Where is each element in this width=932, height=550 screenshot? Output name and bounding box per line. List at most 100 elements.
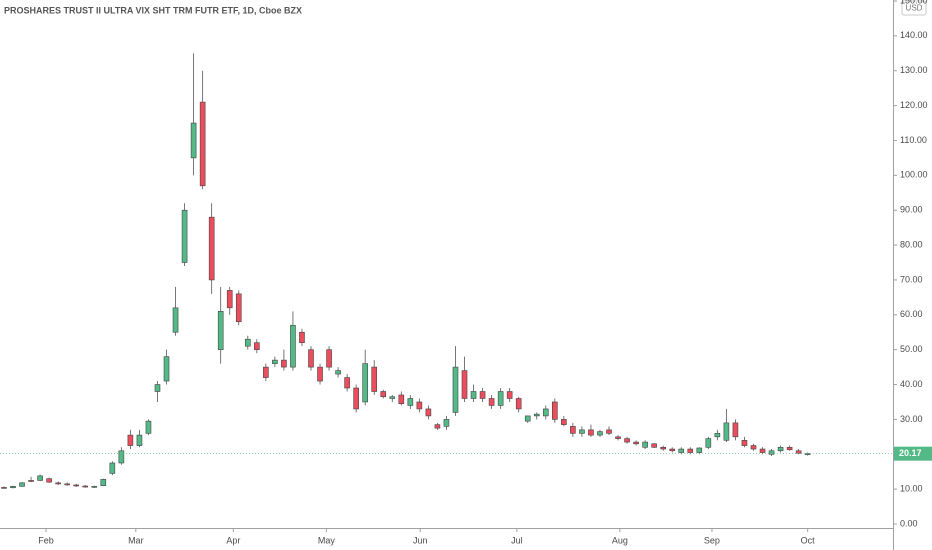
x-tick-label: Feb <box>38 535 54 545</box>
candle-body <box>82 485 89 488</box>
candle-body <box>335 370 341 375</box>
y-tick-label: 40.00 <box>900 379 923 389</box>
candle-body <box>497 391 504 406</box>
x-tick-label: Jul <box>511 535 523 545</box>
candle-body <box>642 441 648 448</box>
candle-body <box>561 419 567 425</box>
candle-body <box>416 401 423 410</box>
y-tick-label: 120.00 <box>900 100 928 110</box>
candle-body <box>181 209 188 263</box>
candle-body <box>461 370 468 399</box>
currency: USD <box>906 4 923 13</box>
candle-body <box>723 422 730 441</box>
candle-body <box>579 429 585 434</box>
candle-body <box>145 420 152 434</box>
candle-body <box>371 366 378 392</box>
candle-body <box>597 431 603 436</box>
y-tick-label: 70.00 <box>900 274 923 284</box>
candle-body <box>588 429 594 436</box>
candle-body <box>154 384 161 392</box>
candle-body <box>272 359 278 364</box>
candle-body <box>524 415 531 422</box>
candle-body <box>696 447 703 453</box>
x-tick-label: Mar <box>128 535 144 545</box>
y-tick-label: 50.00 <box>900 344 923 354</box>
candle-body <box>380 391 387 398</box>
y-tick-label: 140.00 <box>900 30 928 40</box>
candle-body <box>91 486 98 488</box>
candle-body <box>633 441 639 445</box>
chart-title: PROSHARES TRUST II ULTRA VIX SHT TRM FUT… <box>4 5 302 15</box>
y-tick-label: 10.00 <box>900 484 923 494</box>
candle-body <box>407 398 414 406</box>
candle-body <box>190 122 197 159</box>
candle-body <box>244 338 251 347</box>
y-tick-label: 60.00 <box>900 309 923 319</box>
candle-body <box>759 448 766 453</box>
candle-body <box>28 480 34 482</box>
candle-body <box>506 391 513 399</box>
x-tick-label: Oct <box>801 535 816 545</box>
last-price-badge <box>894 446 932 461</box>
candle-body <box>606 429 612 434</box>
candle-body <box>479 391 486 399</box>
candle-body <box>235 293 242 323</box>
candle-body <box>443 419 450 427</box>
candle-body <box>678 448 685 453</box>
candle-body <box>199 101 206 187</box>
currency-box <box>901 0 927 16</box>
candle-body <box>515 398 522 410</box>
candle-body <box>37 475 43 481</box>
candle-body <box>118 450 125 464</box>
candle-body <box>470 391 477 399</box>
candle-body <box>263 366 269 378</box>
candle-body <box>389 396 396 399</box>
candle-body <box>100 479 107 486</box>
y-tick-label: 80.00 <box>900 239 923 249</box>
y-tick-label: 150.00 <box>900 0 928 5</box>
candle-body <box>299 331 305 343</box>
candle-body <box>127 434 134 446</box>
candle-body <box>552 401 558 420</box>
x-tick-label: Apr <box>226 535 240 545</box>
candle-body <box>434 424 441 429</box>
candle-body <box>651 443 657 448</box>
candle-body <box>777 446 784 452</box>
candle-body <box>795 450 802 454</box>
x-tick-label: Aug <box>612 535 628 545</box>
y-tick-label: 0.00 <box>900 518 918 528</box>
candle-body <box>542 408 549 417</box>
candle-body <box>217 311 224 350</box>
y-tick-label: 30.00 <box>900 414 923 424</box>
candle-body <box>254 342 260 350</box>
candle-body <box>19 482 25 487</box>
candle-body <box>344 377 350 389</box>
y-tick-label: 90.00 <box>900 205 923 215</box>
candle-body <box>570 426 576 434</box>
y-tick-label: 130.00 <box>900 65 928 75</box>
candle-body <box>452 366 459 413</box>
candle-body <box>362 363 368 403</box>
candle-body <box>714 433 721 438</box>
candle-body <box>308 349 314 368</box>
candle-body <box>624 438 630 443</box>
candle-body <box>488 398 495 406</box>
candle-body <box>353 387 359 410</box>
x-tick-label: May <box>318 535 336 545</box>
candle-body <box>687 448 694 453</box>
candle-body <box>172 307 179 333</box>
candle-body <box>64 483 70 486</box>
candle-body <box>10 486 16 489</box>
candle-body <box>317 366 323 382</box>
candle-body <box>669 448 676 452</box>
candle-body <box>109 462 116 474</box>
y-tick-label: 110.00 <box>900 135 927 145</box>
candle-body <box>208 216 215 281</box>
candle-body <box>281 359 287 368</box>
last-price-label: 20.17 <box>899 448 922 458</box>
candle-body <box>226 290 233 309</box>
candle-body <box>786 446 793 451</box>
candle-body <box>326 349 332 368</box>
candle-body <box>425 408 432 417</box>
